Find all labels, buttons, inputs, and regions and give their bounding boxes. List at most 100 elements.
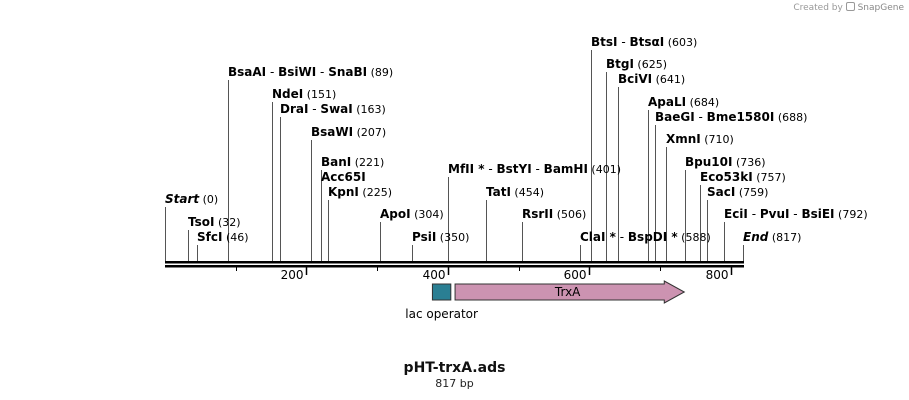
enzyme-name: RsrII [522,207,553,221]
enzyme-name: PvuI [760,207,790,221]
site-position: (151) [303,88,336,101]
site-separator: - [695,110,707,124]
restriction-site-label[interactable]: End (817) [743,230,801,244]
restriction-site-label[interactable]: BsaWI (207) [311,125,386,139]
restriction-site-label[interactable]: BaeGI - Bme1580I (688) [655,110,807,124]
site-position: (46) [222,231,248,244]
site-position: (759) [735,186,768,199]
restriction-site-label[interactable]: KpnI (225) [328,185,392,199]
enzyme-name: MfII [448,162,474,176]
restriction-site-label[interactable]: SfcI (46) [197,230,249,244]
restriction-site-label[interactable]: BciVI (641) [618,72,685,86]
restriction-site-label[interactable]: Acc65I [321,170,366,184]
restriction-site-label[interactable]: Eco53kI (757) [700,170,786,184]
enzyme-name: DraI [280,102,308,116]
enzyme-star: * [667,230,678,244]
site-position: (817) [768,231,801,244]
site-position: (32) [214,216,240,229]
ruler-tick-label: 600 [564,268,587,282]
backbone [165,261,744,268]
restriction-site-label[interactable]: Bpu10I (736) [685,155,766,169]
site-separator: - [789,207,801,221]
site-position: (625) [634,58,667,71]
enzyme-name: PsiI [412,230,436,244]
enzyme-name: BciVI [618,72,652,86]
restriction-site-label[interactable]: Start (0) [165,192,218,206]
site-position: (506) [553,208,586,221]
enzyme-star: * [605,230,616,244]
backbone-top-strand [165,261,744,264]
site-position: (688) [774,111,807,124]
restriction-site-label[interactable]: BanI (221) [321,155,384,169]
restriction-site-label[interactable]: BtsI - BtsαI (603) [591,35,697,49]
enzyme-name: NdeI [272,87,303,101]
sequence-name: pHT-trxA.ads [403,360,506,376]
enzyme-name: BsiWI [278,65,316,79]
enzyme-name: SnaBI [328,65,367,79]
enzyme-name: BstYI [497,162,532,176]
enzyme-name: SwaI [320,102,352,116]
restriction-site-label[interactable]: EciI - PvuI - BsiEI (792) [724,207,868,221]
enzyme-name: Eco53kI [700,170,753,184]
site-position: (736) [732,156,765,169]
enzyme-name: BtsI [591,35,618,49]
enzyme-name: BsaAI [228,65,266,79]
site-position: (757) [753,171,786,184]
site-position: (163) [353,103,386,116]
site-position: (89) [367,66,393,79]
backbone-bottom-strand [165,265,744,268]
restriction-site-label[interactable]: ApaLI (684) [648,95,719,109]
restriction-site-label[interactable]: SacI (759) [707,185,768,199]
snapgene-logo-icon [845,2,855,11]
enzyme-name: TatI [486,185,511,199]
enzyme-star: * [474,162,485,176]
feature-label: lac operator [405,307,478,321]
site-position: (207) [353,126,386,139]
site-position: (225) [359,186,392,199]
sequence-length: 817 bp [435,377,474,390]
site-separator: - [308,102,320,116]
restriction-site-label[interactable]: ApoI (304) [380,207,444,221]
restriction-site-label[interactable]: NdeI (151) [272,87,336,101]
enzyme-name: Bpu10I [685,155,732,169]
restriction-site-label[interactable]: ClaI * - BspDI * (588) [580,230,711,244]
restriction-site-label[interactable]: DraI - SwaI (163) [280,102,386,116]
site-separator: - [266,65,278,79]
restriction-site-label[interactable]: TsoI (32) [188,215,241,229]
site-position: (588) [678,231,711,244]
site-position: (603) [664,36,697,49]
feature-lac-operator[interactable] [431,283,452,301]
enzyme-name: Acc65I [321,170,366,184]
enzyme-name: SfcI [197,230,222,244]
restriction-site-label[interactable]: TatI (454) [486,185,544,199]
enzyme-name: BtsαI [629,35,664,49]
restriction-site-label[interactable]: RsrII (506) [522,207,586,221]
enzyme-name: End [743,230,769,244]
enzyme-name: TsoI [188,215,214,229]
credit-prefix: Created by [793,3,843,13]
site-position: (350) [436,231,469,244]
restriction-site-label[interactable]: BtgI (625) [606,57,667,71]
site-position: (0) [199,193,218,206]
site-position: (401) [588,163,621,176]
snapgene-credit: Created by SnapGene [793,2,904,13]
restriction-site-label[interactable]: XmnI (710) [666,132,734,146]
feature-trxa-arrow[interactable] [454,280,686,304]
restriction-site-label[interactable]: MfII * - BstYI - BamHI (401) [448,162,621,176]
restriction-site-label[interactable]: PsiI (350) [412,230,469,244]
ruler-tick-label: 400 [423,268,446,282]
site-separator: - [485,162,497,176]
site-position: (641) [652,73,685,86]
site-position: (304) [411,208,444,221]
site-separator: - [618,35,630,49]
site-separator: - [532,162,544,176]
restriction-site-label[interactable]: BsaAI - BsiWI - SnaBI (89) [228,65,393,79]
site-position: (684) [686,96,719,109]
ruler-tick-label: 800 [706,268,729,282]
enzyme-name: EciI [724,207,748,221]
enzyme-name: ClaI [580,230,605,244]
site-position: (221) [351,156,384,169]
credit-brand: SnapGene [857,3,904,13]
enzyme-name: BspDI [628,230,667,244]
site-separator: - [748,207,760,221]
